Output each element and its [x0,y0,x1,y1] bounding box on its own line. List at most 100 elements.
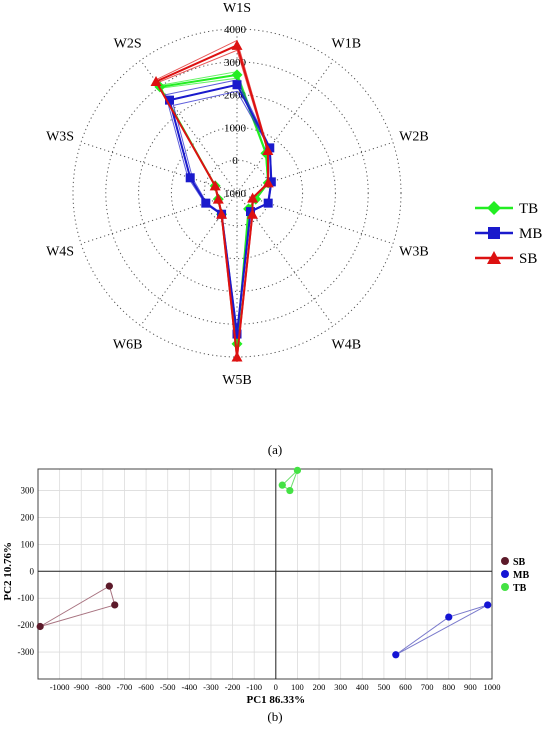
pca-x-tick-label: 1000 [484,682,501,692]
radar-axis-label: W2B [399,130,429,145]
radar-grid-ring [170,126,304,260]
pca-x-axis-title: PC1 86.33% [246,694,305,706]
radar-tick-label: 1000 [224,188,247,200]
pca-point [445,613,453,621]
pca-point [278,481,286,489]
legend-marker [487,251,501,264]
panel-label-b: (b) [267,709,283,724]
legend-marker [501,583,509,591]
pca-y-tick-label: 300 [21,486,35,496]
radar-series-mb [165,79,276,340]
pca-y-tick-label: -200 [18,620,35,630]
radar-axis-label: W3B [399,244,429,259]
radar-axis-label: W6B [113,337,143,352]
legend-marker [501,570,509,578]
pca-point [293,466,302,474]
radar-axis-label: W5B [222,373,252,388]
radar-spoke [236,141,394,194]
pca-point [484,601,492,609]
pca-point [111,601,119,609]
pca-x-tick-label: -200 [225,682,241,692]
radar-point [247,192,259,203]
radar-point [263,198,273,208]
pca-x-tick-label: -300 [203,682,219,692]
radar-point [245,207,255,217]
radar-point [201,198,211,208]
legend-label: MB [513,570,529,581]
pca-group-hull [281,469,298,492]
radar-spoke [236,192,394,245]
pca-point [392,651,400,659]
pca-x-tick-label: -100 [246,682,262,692]
pca-x-tick-label: 900 [464,682,477,692]
radar-spoke [236,60,334,194]
radar-axis-label: W4S [46,244,74,259]
radar-axis-label: W1B [332,37,362,52]
pca-y-tick-label: 0 [30,566,35,576]
radar-point [232,80,242,90]
radar-point [231,39,243,50]
pca-x-tick-label: -700 [117,682,133,692]
pca-scatter-chart: -1000 -900 -800 -700 -600 -500 -400 -300 -200 -10… [2,466,529,706]
radar-tick-label: 0 [232,155,238,167]
pca-legend: SB MB TB [501,557,529,594]
legend-marker [487,201,501,215]
radar-tick-label: 4000 [224,24,247,36]
pca-series-sb [36,582,119,631]
radar-grid-ring [72,28,402,358]
legend-label: SB [513,557,526,568]
radar-point [231,69,243,81]
radar-legend: TB MB SB [475,201,542,267]
radar-spoke [80,192,238,245]
pca-x-tick-label: 400 [356,682,369,692]
pca-y-tick-label: 200 [21,512,35,522]
radar-point [209,180,221,191]
legend-marker [501,557,509,565]
radar-series-sb [150,39,274,362]
legend-label: MB [519,226,542,242]
pca-x-tick-label: 800 [442,682,455,692]
radar-point [231,351,243,362]
panel-label-a: (a) [267,442,283,457]
radar-point [265,143,275,153]
radar-point [262,177,274,188]
pca-group-hull [395,604,488,656]
pca-x-tick-label: 0 [274,682,278,692]
legend-label: SB [519,251,537,267]
pca-x-tick-label: -600 [138,682,154,692]
pca-y-tick-label: -100 [18,593,35,603]
pca-point [105,582,113,590]
legend-label: TB [513,583,527,594]
legend-label: TB [519,201,538,217]
radar-axis-label: W2S [114,37,142,52]
pca-x-tick-label: -900 [73,682,89,692]
pca-series-mb [392,601,492,659]
pca-x-tick-label: -800 [95,682,111,692]
radar-point [185,173,195,183]
radar-point [266,177,276,187]
radar-grid-ring [138,94,336,292]
radar-tick-label: 1000 [224,122,247,134]
pca-x-tick-label: -500 [160,682,176,692]
pca-x-tick-label: 500 [378,682,391,692]
pca-x-tick-label: 700 [421,682,434,692]
radar-point [246,208,258,219]
radar-axis-label: W4B [332,337,362,352]
radar-point [165,95,175,105]
legend-marker [488,227,500,239]
radar-point [231,338,243,350]
pca-y-tick-label: 100 [21,539,35,549]
radar-point [216,208,228,219]
pca-x-tick-label: 300 [334,682,347,692]
pca-x-tick-label: 200 [313,682,326,692]
pca-point [286,486,294,495]
radar-point [232,329,242,339]
pca-x-tick-label: -400 [182,682,198,692]
radar-point [212,193,224,204]
pca-x-tick-label: 600 [399,682,412,692]
pca-y-axis-title: PC2 10.76% [2,542,14,601]
pca-group-hull [39,585,116,627]
pca-x-tick-label: 100 [291,682,304,692]
pca-series-tb [278,466,302,495]
pca-x-tick-label: -1000 [50,682,70,692]
